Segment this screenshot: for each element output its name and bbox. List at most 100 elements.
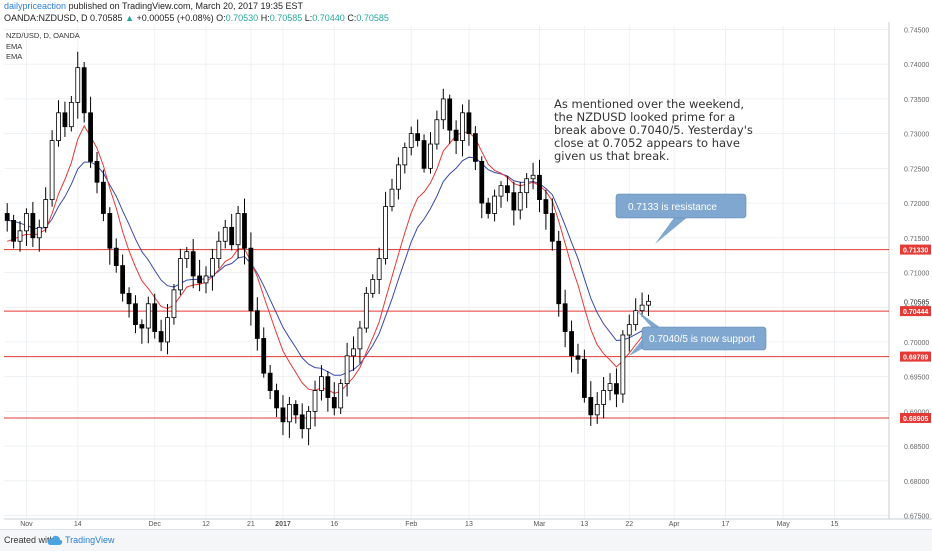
candle-body[interactable]	[171, 289, 177, 319]
candle-body[interactable]	[594, 404, 600, 416]
candle-body[interactable]	[62, 112, 68, 128]
candle-body[interactable]	[517, 192, 523, 211]
candle-body[interactable]	[120, 265, 126, 294]
candle-body[interactable]	[43, 199, 49, 228]
candle-body[interactable]	[17, 230, 23, 242]
candle-body[interactable]	[434, 119, 440, 145]
candle-body[interactable]	[351, 348, 356, 357]
candle-body[interactable]	[543, 199, 549, 214]
candle-body[interactable]	[203, 275, 209, 284]
candle-body[interactable]	[370, 279, 376, 294]
tradingview-brand[interactable]: TradingView	[65, 535, 115, 545]
price-chart[interactable]: 0.74500 0.74000 0.73500 0.73000 0.72500 0.720…	[0, 0, 932, 529]
candle-body[interactable]	[492, 195, 497, 214]
candle-body[interactable]	[389, 188, 395, 207]
candle-body[interactable]	[453, 129, 459, 141]
candle-body[interactable]	[81, 67, 87, 114]
candle-body[interactable]	[537, 174, 542, 200]
candle-body[interactable]	[24, 213, 29, 232]
candle-body[interactable]	[562, 303, 568, 332]
candle-body[interactable]	[222, 226, 228, 242]
candle-body[interactable]	[466, 112, 472, 135]
candle-body[interactable]	[575, 355, 581, 360]
candle-body[interactable]	[68, 101, 74, 128]
candle-body[interactable]	[75, 67, 81, 103]
candle-body[interactable]	[280, 407, 286, 423]
candle-body[interactable]	[4, 213, 10, 221]
candle-body[interactable]	[293, 404, 299, 416]
candle-body[interactable]	[49, 140, 55, 200]
candle-body[interactable]	[569, 331, 574, 357]
candle-body[interactable]	[530, 174, 536, 180]
candle-body[interactable]	[235, 213, 241, 246]
candle-body[interactable]	[447, 98, 453, 131]
resistance-callout-box[interactable]	[615, 193, 747, 219]
candle-body[interactable]	[626, 324, 632, 336]
candle-body[interactable]	[549, 213, 555, 242]
candle-body[interactable]	[524, 178, 530, 194]
candle-body[interactable]	[94, 161, 100, 183]
candle-body[interactable]	[152, 303, 158, 332]
candle-body[interactable]	[363, 292, 369, 329]
candle-body[interactable]	[511, 192, 517, 211]
candle-body[interactable]	[588, 397, 594, 416]
candle-body[interactable]	[614, 383, 619, 395]
candle-body[interactable]	[383, 206, 388, 260]
candle-body[interactable]	[145, 303, 151, 329]
candle-body[interactable]	[556, 240, 562, 305]
candle-body[interactable]	[402, 147, 408, 166]
candle-body[interactable]	[607, 383, 613, 391]
candle-body[interactable]	[319, 376, 324, 391]
candle-body[interactable]	[498, 185, 504, 197]
candle-body[interactable]	[274, 390, 279, 409]
candle-body[interactable]	[357, 327, 363, 350]
candle-body[interactable]	[396, 164, 401, 190]
candle-body[interactable]	[197, 275, 202, 284]
candle-body[interactable]	[165, 317, 170, 343]
candle-body[interactable]	[216, 240, 222, 260]
candle-body[interactable]	[177, 258, 183, 291]
candle-body[interactable]	[101, 181, 106, 214]
candle-body[interactable]	[338, 383, 344, 409]
candle-body[interactable]	[88, 112, 93, 162]
candle-body[interactable]	[485, 202, 491, 214]
candle-body[interactable]	[639, 304, 645, 312]
candle-body[interactable]	[421, 140, 427, 169]
candle-body[interactable]	[581, 358, 587, 398]
candle-body[interactable]	[620, 334, 626, 395]
candle-body[interactable]	[415, 133, 421, 141]
candle-body[interactable]	[30, 213, 36, 239]
candle-body[interactable]	[440, 98, 446, 121]
candle-body[interactable]	[242, 213, 247, 249]
candle-body[interactable]	[56, 112, 61, 141]
candle-body[interactable]	[133, 303, 138, 325]
candle-body[interactable]	[633, 310, 639, 325]
candle-body[interactable]	[36, 226, 42, 239]
candle-body[interactable]	[460, 112, 465, 141]
candle-body[interactable]	[646, 300, 651, 306]
candle-body[interactable]	[107, 213, 113, 249]
candle-body[interactable]	[325, 376, 331, 398]
candle-body[interactable]	[11, 220, 17, 242]
candle-body[interactable]	[261, 338, 267, 374]
candle-body[interactable]	[479, 161, 485, 204]
candle-body[interactable]	[344, 355, 350, 384]
candle-body[interactable]	[267, 372, 273, 391]
candle-body[interactable]	[472, 133, 478, 162]
candle-body[interactable]	[248, 247, 254, 312]
candle-body[interactable]	[126, 292, 132, 305]
candle-body[interactable]	[286, 404, 292, 423]
candle-body[interactable]	[210, 258, 215, 277]
author-link[interactable]: dailypriceaction	[4, 1, 67, 11]
candle-body[interactable]	[229, 226, 235, 246]
candle-body[interactable]	[331, 397, 337, 409]
candle-body[interactable]	[113, 247, 119, 266]
candle-body[interactable]	[184, 251, 190, 260]
candle-body[interactable]	[428, 143, 433, 169]
candle-body[interactable]	[139, 324, 145, 329]
candle-body[interactable]	[306, 410, 312, 430]
candle-body[interactable]	[408, 133, 414, 148]
candle-body[interactable]	[254, 310, 260, 339]
candle-body[interactable]	[312, 390, 318, 412]
candle-body[interactable]	[376, 258, 382, 280]
